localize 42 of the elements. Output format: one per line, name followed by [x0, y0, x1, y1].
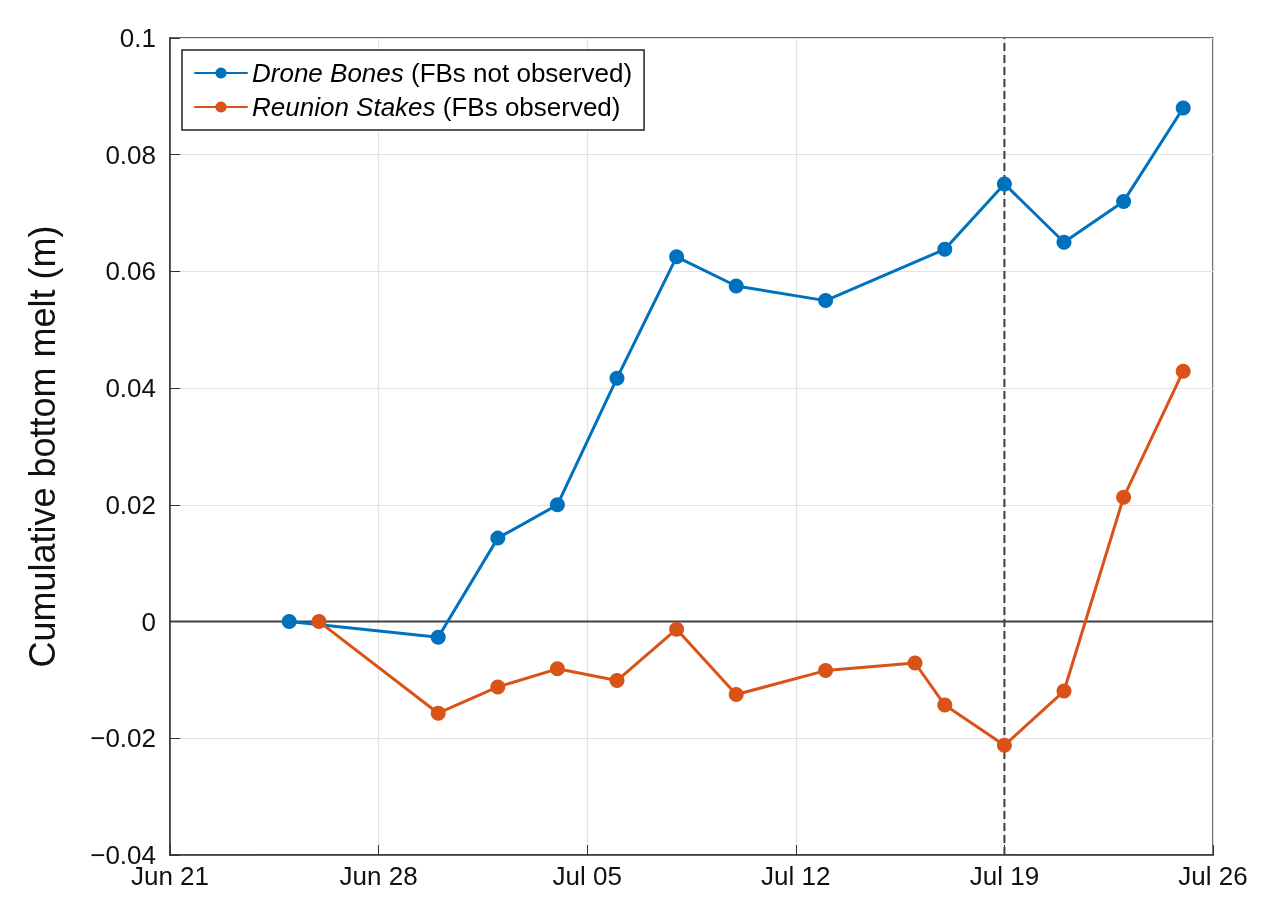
point [1175, 100, 1191, 116]
point [609, 673, 625, 689]
y-tick-label: 0 [141, 606, 156, 637]
x-tick-label: Jul 05 [552, 861, 622, 891]
point [1056, 234, 1072, 250]
point [669, 249, 685, 265]
point [818, 663, 834, 679]
point [1175, 363, 1191, 379]
point [907, 655, 923, 671]
y-tick-label: 0.06 [105, 256, 156, 287]
point [669, 621, 685, 637]
point [430, 629, 446, 645]
x-tick-label: Jun 28 [339, 861, 418, 891]
x-tick-label: Jul 26 [1178, 861, 1248, 891]
point [490, 679, 506, 695]
point [1116, 193, 1132, 209]
point [1116, 489, 1132, 505]
y-tick-label: 0.02 [105, 489, 156, 520]
point [549, 497, 565, 513]
point [281, 614, 297, 630]
point [818, 293, 834, 309]
y-tick-label: 0.1 [119, 23, 156, 53]
point [1056, 683, 1072, 699]
point [549, 661, 565, 677]
point [728, 278, 744, 294]
point [937, 697, 953, 713]
point [728, 687, 744, 703]
point [430, 705, 446, 721]
y-tick-label: 0.04 [105, 373, 156, 404]
point [996, 737, 1012, 753]
point [311, 614, 327, 630]
y-tick-label: 0.08 [105, 139, 156, 170]
point [609, 370, 625, 386]
x-tick-label: Jul 19 [969, 861, 1040, 891]
y-axis-title: Cumulative bottom melt (m) [21, 225, 63, 668]
legend-label: Drone Bones (FBs not observed) [252, 58, 633, 88]
y-tick-label: −0.02 [90, 723, 156, 754]
legend-label: Reunion Stakes (FBs observed) [252, 92, 621, 122]
x-tick-label: Jul 12 [761, 861, 831, 891]
point [490, 530, 506, 546]
point [937, 241, 953, 257]
point [996, 176, 1012, 192]
